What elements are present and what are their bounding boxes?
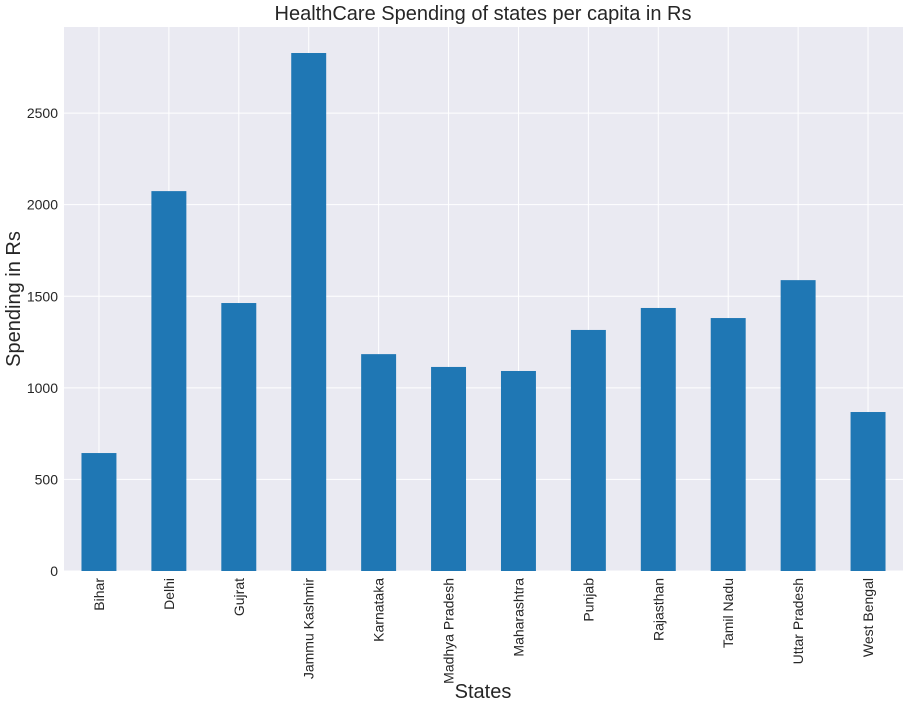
y-tick-label: 1500 xyxy=(27,288,58,304)
bar-west-bengal xyxy=(850,412,886,571)
y-tick-label: 2500 xyxy=(27,105,58,121)
bar-tamil-nadu xyxy=(710,318,746,571)
bar-delhi xyxy=(151,191,187,571)
y-tick-label: 1000 xyxy=(27,380,58,396)
y-tick-label: 2000 xyxy=(27,197,58,213)
x-tick-label: Karnataka xyxy=(371,578,387,642)
bar-gujrat xyxy=(221,303,257,571)
x-tick-label: Gujrat xyxy=(231,578,247,616)
bar-madhya-pradesh xyxy=(431,366,467,571)
x-tick-label: West Bengal xyxy=(860,578,876,657)
y-tick-label: 0 xyxy=(50,563,58,579)
x-tick-label: Maharashtra xyxy=(510,578,526,657)
y-tick-label: 500 xyxy=(35,471,59,487)
x-tick-label: Uttar Pradesh xyxy=(790,578,806,664)
bar-maharashtra xyxy=(500,370,536,571)
x-tick-label: Bihar xyxy=(91,578,107,611)
bar-rajasthan xyxy=(640,307,676,571)
chart-title: HealthCare Spending of states per capita… xyxy=(275,3,692,25)
y-axis-label: Spending in Rs xyxy=(3,231,25,367)
x-axis-label: States xyxy=(455,681,512,703)
x-tick-label: Tamil Nadu xyxy=(720,578,736,648)
bar-punjab xyxy=(570,329,606,571)
bar-jammu-kashmir xyxy=(291,53,327,572)
x-tick-label: Madhya Pradesh xyxy=(441,578,457,684)
bar-karnataka xyxy=(361,354,397,571)
bar-uttar-pradesh xyxy=(780,280,816,571)
x-tick-label: Punjab xyxy=(580,578,596,622)
bar-bihar xyxy=(81,453,117,571)
plot-area xyxy=(64,27,903,571)
x-tick-label: Rajasthan xyxy=(650,578,666,641)
x-tick-label: Jammu Kashmir xyxy=(301,578,317,679)
x-tick-label: Delhi xyxy=(161,578,177,610)
